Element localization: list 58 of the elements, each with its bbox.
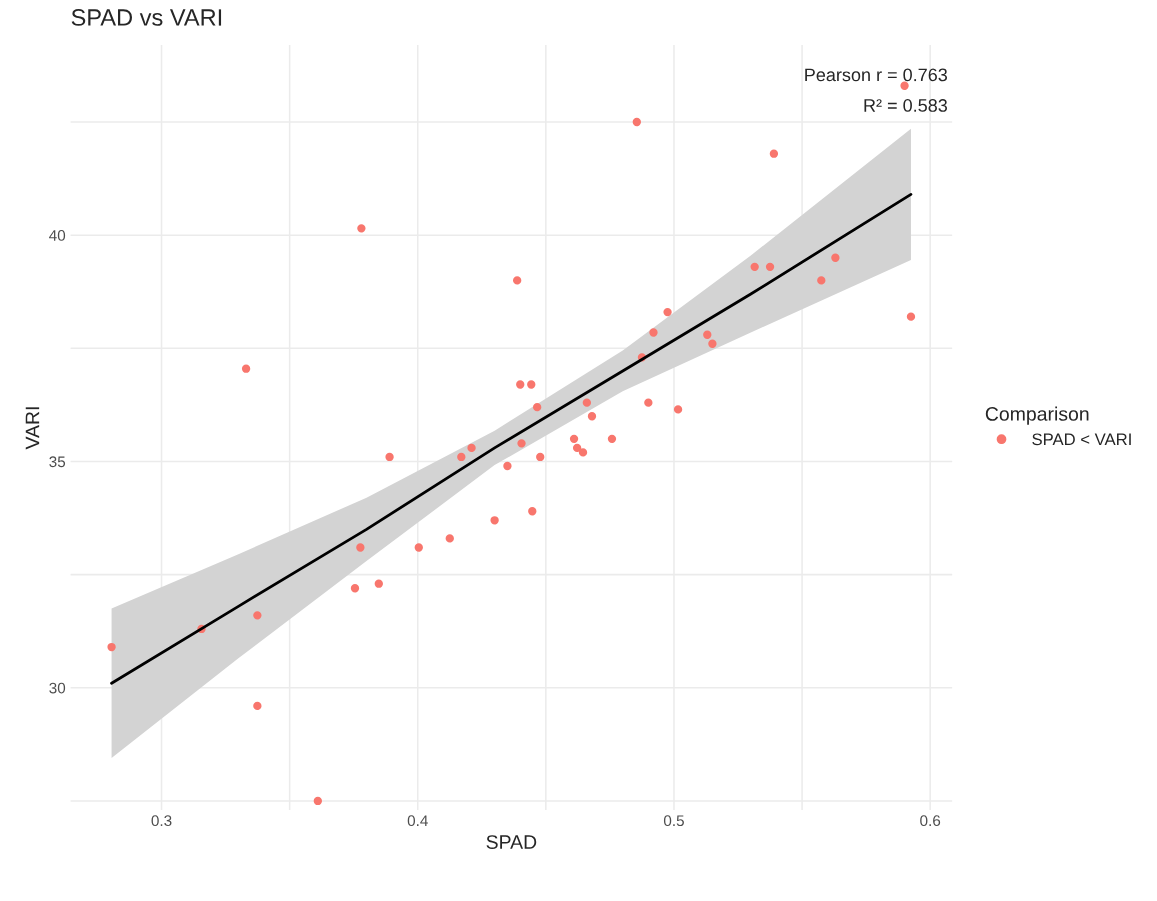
point (708, 339, 717, 348)
point (313, 796, 322, 806)
y-tick-label: 35 (49, 456, 66, 468)
point (356, 543, 365, 552)
point (350, 584, 360, 593)
point (528, 507, 537, 516)
point (906, 312, 916, 321)
annotation: Pearson r = 0.763 (805, 68, 948, 82)
point (490, 516, 499, 525)
point (374, 579, 383, 588)
annotation: R² = 0.583 (864, 99, 948, 112)
point (769, 149, 779, 158)
x-tick-label: 0.6 (920, 815, 941, 827)
point (241, 364, 251, 373)
point (572, 443, 582, 453)
point (253, 701, 262, 711)
point (607, 434, 617, 444)
point (569, 434, 579, 444)
point (817, 276, 826, 285)
point (703, 330, 712, 339)
point (512, 276, 522, 285)
point (414, 543, 423, 552)
y-axis-title: VARI (25, 407, 40, 450)
point (649, 328, 658, 337)
point (582, 398, 592, 407)
x-axis-title: SPAD (486, 835, 537, 849)
point (578, 448, 588, 457)
point (663, 307, 672, 317)
point (527, 380, 536, 389)
x-tick-label: 0.4 (407, 815, 428, 827)
legend-label: SPAD < VARI (1032, 433, 1131, 446)
point (750, 262, 759, 272)
y-tick-label: 30 (49, 682, 66, 694)
point (503, 461, 512, 471)
point (516, 380, 525, 389)
point (357, 224, 366, 233)
point (536, 452, 545, 462)
y-tick-label: 40 (49, 230, 66, 241)
x-tick-label: 0.3 (151, 815, 172, 827)
point (532, 402, 542, 412)
point (457, 452, 466, 462)
point (467, 443, 476, 453)
point (107, 642, 116, 652)
point (445, 534, 454, 543)
x-tick-label: 0.5 (663, 815, 684, 827)
point (385, 452, 394, 462)
legend-title: Comparison (985, 406, 1089, 425)
point (253, 611, 262, 620)
point (587, 412, 597, 421)
chart-title: SPAD vs VARI (71, 9, 222, 26)
point (900, 81, 909, 90)
point (632, 117, 641, 127)
line-series (110, 193, 913, 685)
point (517, 439, 526, 448)
point (831, 253, 840, 262)
point (765, 262, 775, 272)
point (673, 405, 683, 414)
point (644, 398, 653, 407)
